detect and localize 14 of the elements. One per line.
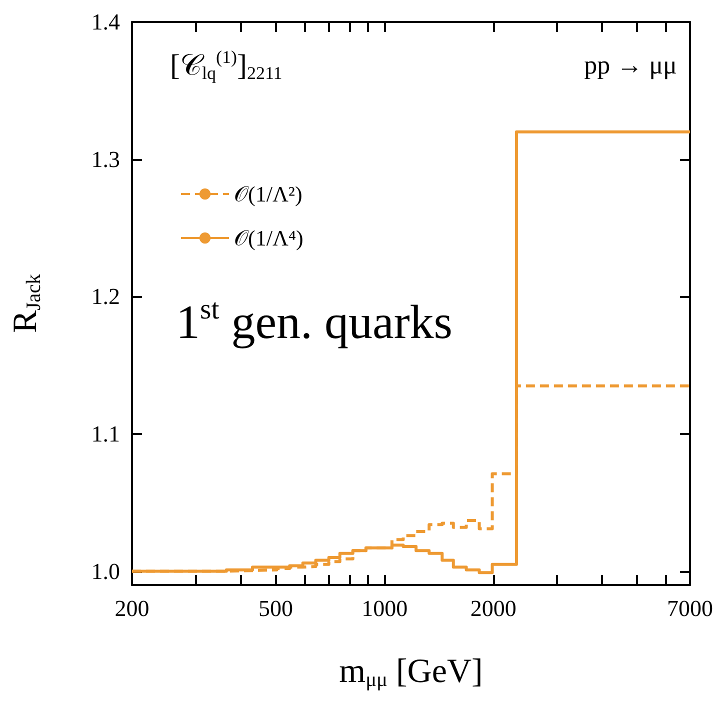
annotation: pp → μμ — [584, 50, 678, 80]
y-tick-label: 1.2 — [91, 284, 120, 310]
legend-label: 𝒪(1/Λ⁴) — [234, 226, 304, 250]
x-tick-label: 1000 — [362, 596, 408, 621]
x-tick-label: 200 — [114, 596, 150, 621]
legend-label: 𝒪(1/Λ²) — [234, 182, 302, 206]
y-axis-title: RJack — [7, 273, 45, 333]
x-tick-label: 2000 — [470, 596, 516, 621]
y-tick-label: 1.4 — [91, 10, 120, 34]
y-tick-label: 1.3 — [91, 146, 120, 172]
y-tick-label: 1.1 — [91, 421, 120, 446]
x-tick-label: 7000 — [667, 596, 713, 621]
x-tick-label: 500 — [258, 596, 294, 621]
y-tick-label: 1.0 — [91, 558, 120, 584]
